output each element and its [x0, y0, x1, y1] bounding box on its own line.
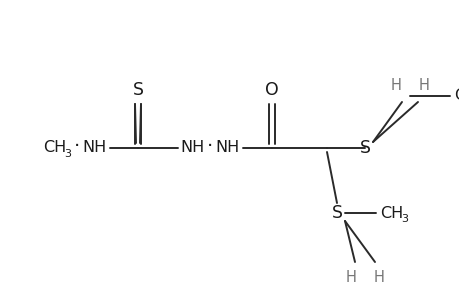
Text: S: S [359, 139, 369, 157]
Text: NH: NH [83, 140, 107, 155]
Text: S: S [331, 204, 342, 222]
Text: ·: · [74, 137, 80, 157]
Text: NH: NH [180, 140, 205, 155]
Text: H: H [390, 79, 401, 94]
Text: S: S [132, 81, 143, 99]
Text: 3: 3 [64, 149, 71, 159]
Text: H: H [345, 271, 356, 286]
Text: O: O [264, 81, 278, 99]
Text: H: H [418, 79, 429, 94]
Text: NH: NH [215, 140, 240, 155]
Text: CH: CH [380, 206, 403, 220]
Text: ·: · [207, 137, 213, 157]
Text: H: H [373, 271, 384, 286]
Text: CH: CH [453, 88, 459, 104]
Text: 3: 3 [401, 214, 408, 224]
Text: CH: CH [43, 140, 67, 155]
